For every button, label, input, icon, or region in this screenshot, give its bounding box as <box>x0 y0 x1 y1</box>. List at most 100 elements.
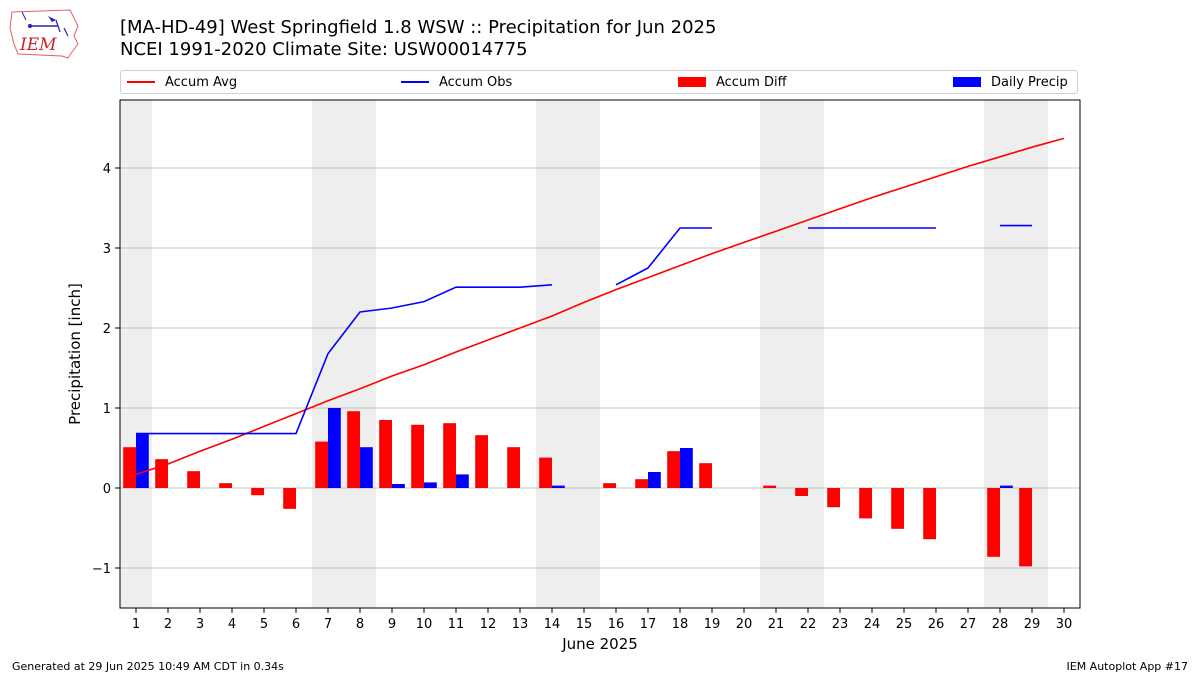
accum-diff-bar <box>155 459 168 488</box>
y-tick-label: 2 <box>103 322 111 337</box>
weekend-shade <box>760 100 824 608</box>
x-tick-label: 22 <box>800 617 817 632</box>
accum-diff-bar <box>923 488 936 540</box>
y-tick-label: 4 <box>103 162 111 177</box>
legend-item-accum-obs: Accum Obs <box>401 71 512 93</box>
x-tick-label: 2 <box>164 617 172 632</box>
y-axis-label: Precipitation [inch] <box>66 283 84 425</box>
weekend-shade <box>120 100 152 608</box>
chart-subtitle: NCEI 1991-2020 Climate Site: USW00014775 <box>120 39 528 60</box>
accum-diff-bar <box>507 447 520 488</box>
x-tick-label: 8 <box>356 617 364 632</box>
x-tick-label: 9 <box>388 617 396 632</box>
x-tick-label: 21 <box>768 617 785 632</box>
y-tick-label: 3 <box>103 242 111 257</box>
weekend-shade <box>984 100 1048 608</box>
accum-avg-line <box>135 137 1065 476</box>
legend-swatch-accum-avg <box>127 81 155 83</box>
legend-label-accum-obs: Accum Obs <box>439 74 513 90</box>
x-tick-label: 19 <box>704 617 721 632</box>
x-tick-label: 6 <box>292 617 300 632</box>
x-tick-label: 11 <box>448 617 465 632</box>
weekend-shade <box>312 100 376 608</box>
iem-logo: IEM <box>9 9 79 59</box>
accum-diff-bar <box>891 488 904 529</box>
x-tick-label: 15 <box>576 617 593 632</box>
accum-diff-bar <box>219 483 232 488</box>
accum-diff-bar <box>635 479 648 488</box>
x-tick-label: 10 <box>416 617 433 632</box>
iowa-outline-icon <box>9 9 79 59</box>
daily-precip-bar <box>648 472 661 488</box>
accum-diff-bar <box>667 451 680 488</box>
accum-diff-bar <box>187 471 200 488</box>
accum-diff-bar <box>603 483 616 488</box>
accum-diff-bar <box>347 411 360 488</box>
x-tick-label: 29 <box>1024 617 1041 632</box>
x-tick-label: 3 <box>196 617 204 632</box>
legend-label-accum-diff: Accum Diff <box>716 74 787 90</box>
accum-diff-bar <box>379 420 392 488</box>
x-tick-label: 5 <box>260 617 268 632</box>
accum-diff-bar <box>795 488 808 496</box>
accum-diff-bar <box>283 488 296 509</box>
x-axis-label: June 2025 <box>561 635 638 653</box>
accum-diff-bar <box>1019 488 1032 567</box>
x-tick-label: 28 <box>992 617 1009 632</box>
accum-diff-bar <box>699 463 712 488</box>
daily-precip-bar <box>1000 485 1013 488</box>
legend-swatch-accum-obs <box>401 81 429 83</box>
x-tick-label: 30 <box>1056 617 1073 632</box>
daily-precip-bar <box>328 408 341 488</box>
accum-diff-bar <box>987 488 1000 557</box>
accum-diff-bar <box>251 488 264 496</box>
x-tick-label: 18 <box>672 617 689 632</box>
x-tick-label: 14 <box>544 617 561 632</box>
daily-precip-bar <box>456 474 469 488</box>
accum-diff-bar <box>411 424 424 488</box>
daily-precip-bar <box>424 482 437 488</box>
y-tick-label: 1 <box>103 402 111 417</box>
daily-precip-bar <box>552 485 565 488</box>
x-tick-label: 26 <box>928 617 945 632</box>
x-tick-label: 24 <box>864 617 881 632</box>
legend-item-accum-diff: Accum Diff <box>678 71 787 93</box>
accum-diff-bar <box>443 423 456 488</box>
legend-swatch-daily-precip <box>953 77 981 87</box>
y-tick-label: 0 <box>103 482 111 497</box>
x-tick-label: 17 <box>640 617 657 632</box>
x-tick-label: 20 <box>736 617 753 632</box>
x-tick-label: 12 <box>480 617 497 632</box>
x-tick-label: 13 <box>512 617 529 632</box>
daily-precip-bar <box>392 484 405 488</box>
y-tick-label: −1 <box>92 562 111 577</box>
x-tick-label: 1 <box>132 617 140 632</box>
accum-diff-bar <box>859 488 872 519</box>
x-tick-label: 16 <box>608 617 625 632</box>
accum-diff-bar <box>827 488 840 508</box>
x-tick-label: 4 <box>228 617 236 632</box>
chart-legend: Accum Avg Accum Obs Accum Diff Daily Pre… <box>120 70 1078 94</box>
daily-precip-bar <box>360 447 373 488</box>
accum-diff-bar <box>763 485 776 488</box>
x-tick-label: 23 <box>832 617 849 632</box>
plot-frame <box>119 99 1081 609</box>
daily-precip-bar <box>136 433 149 488</box>
legend-label-daily-precip: Daily Precip <box>991 74 1068 90</box>
legend-item-accum-avg: Accum Avg <box>127 71 237 93</box>
x-tick-label: 25 <box>896 617 913 632</box>
accum-diff-bar <box>539 457 552 488</box>
accum-diff-bar <box>315 441 328 488</box>
legend-label-accum-avg: Accum Avg <box>165 74 238 90</box>
accum-obs-line <box>615 227 712 286</box>
daily-precip-bar <box>680 448 693 488</box>
accum-diff-bar <box>123 447 136 488</box>
accum-diff-bar <box>475 435 488 488</box>
x-tick-label: 27 <box>960 617 977 632</box>
weekend-shade <box>536 100 600 608</box>
x-tick-label: 7 <box>324 617 332 632</box>
legend-swatch-accum-diff <box>678 77 706 87</box>
legend-item-daily-precip: Daily Precip <box>953 71 1068 93</box>
chart-title: [MA-HD-49] West Springfield 1.8 WSW :: P… <box>120 17 717 38</box>
